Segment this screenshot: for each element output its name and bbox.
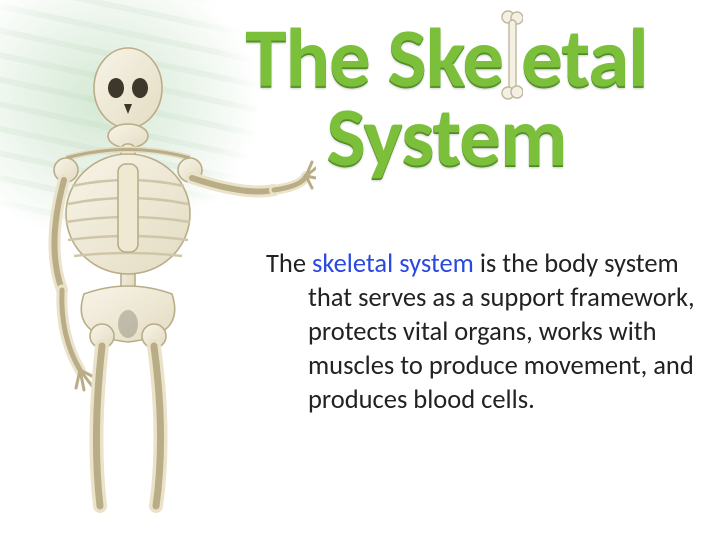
definition-pre: The [266,248,312,280]
definition-paragraph: The skeletal system is the body system t… [308,248,720,418]
title-line2: System [185,100,708,176]
definition-highlight-term: skeletal system [312,248,474,280]
page-title: The Ske etal System [185,10,708,176]
bone-letter-l-icon [501,10,523,100]
